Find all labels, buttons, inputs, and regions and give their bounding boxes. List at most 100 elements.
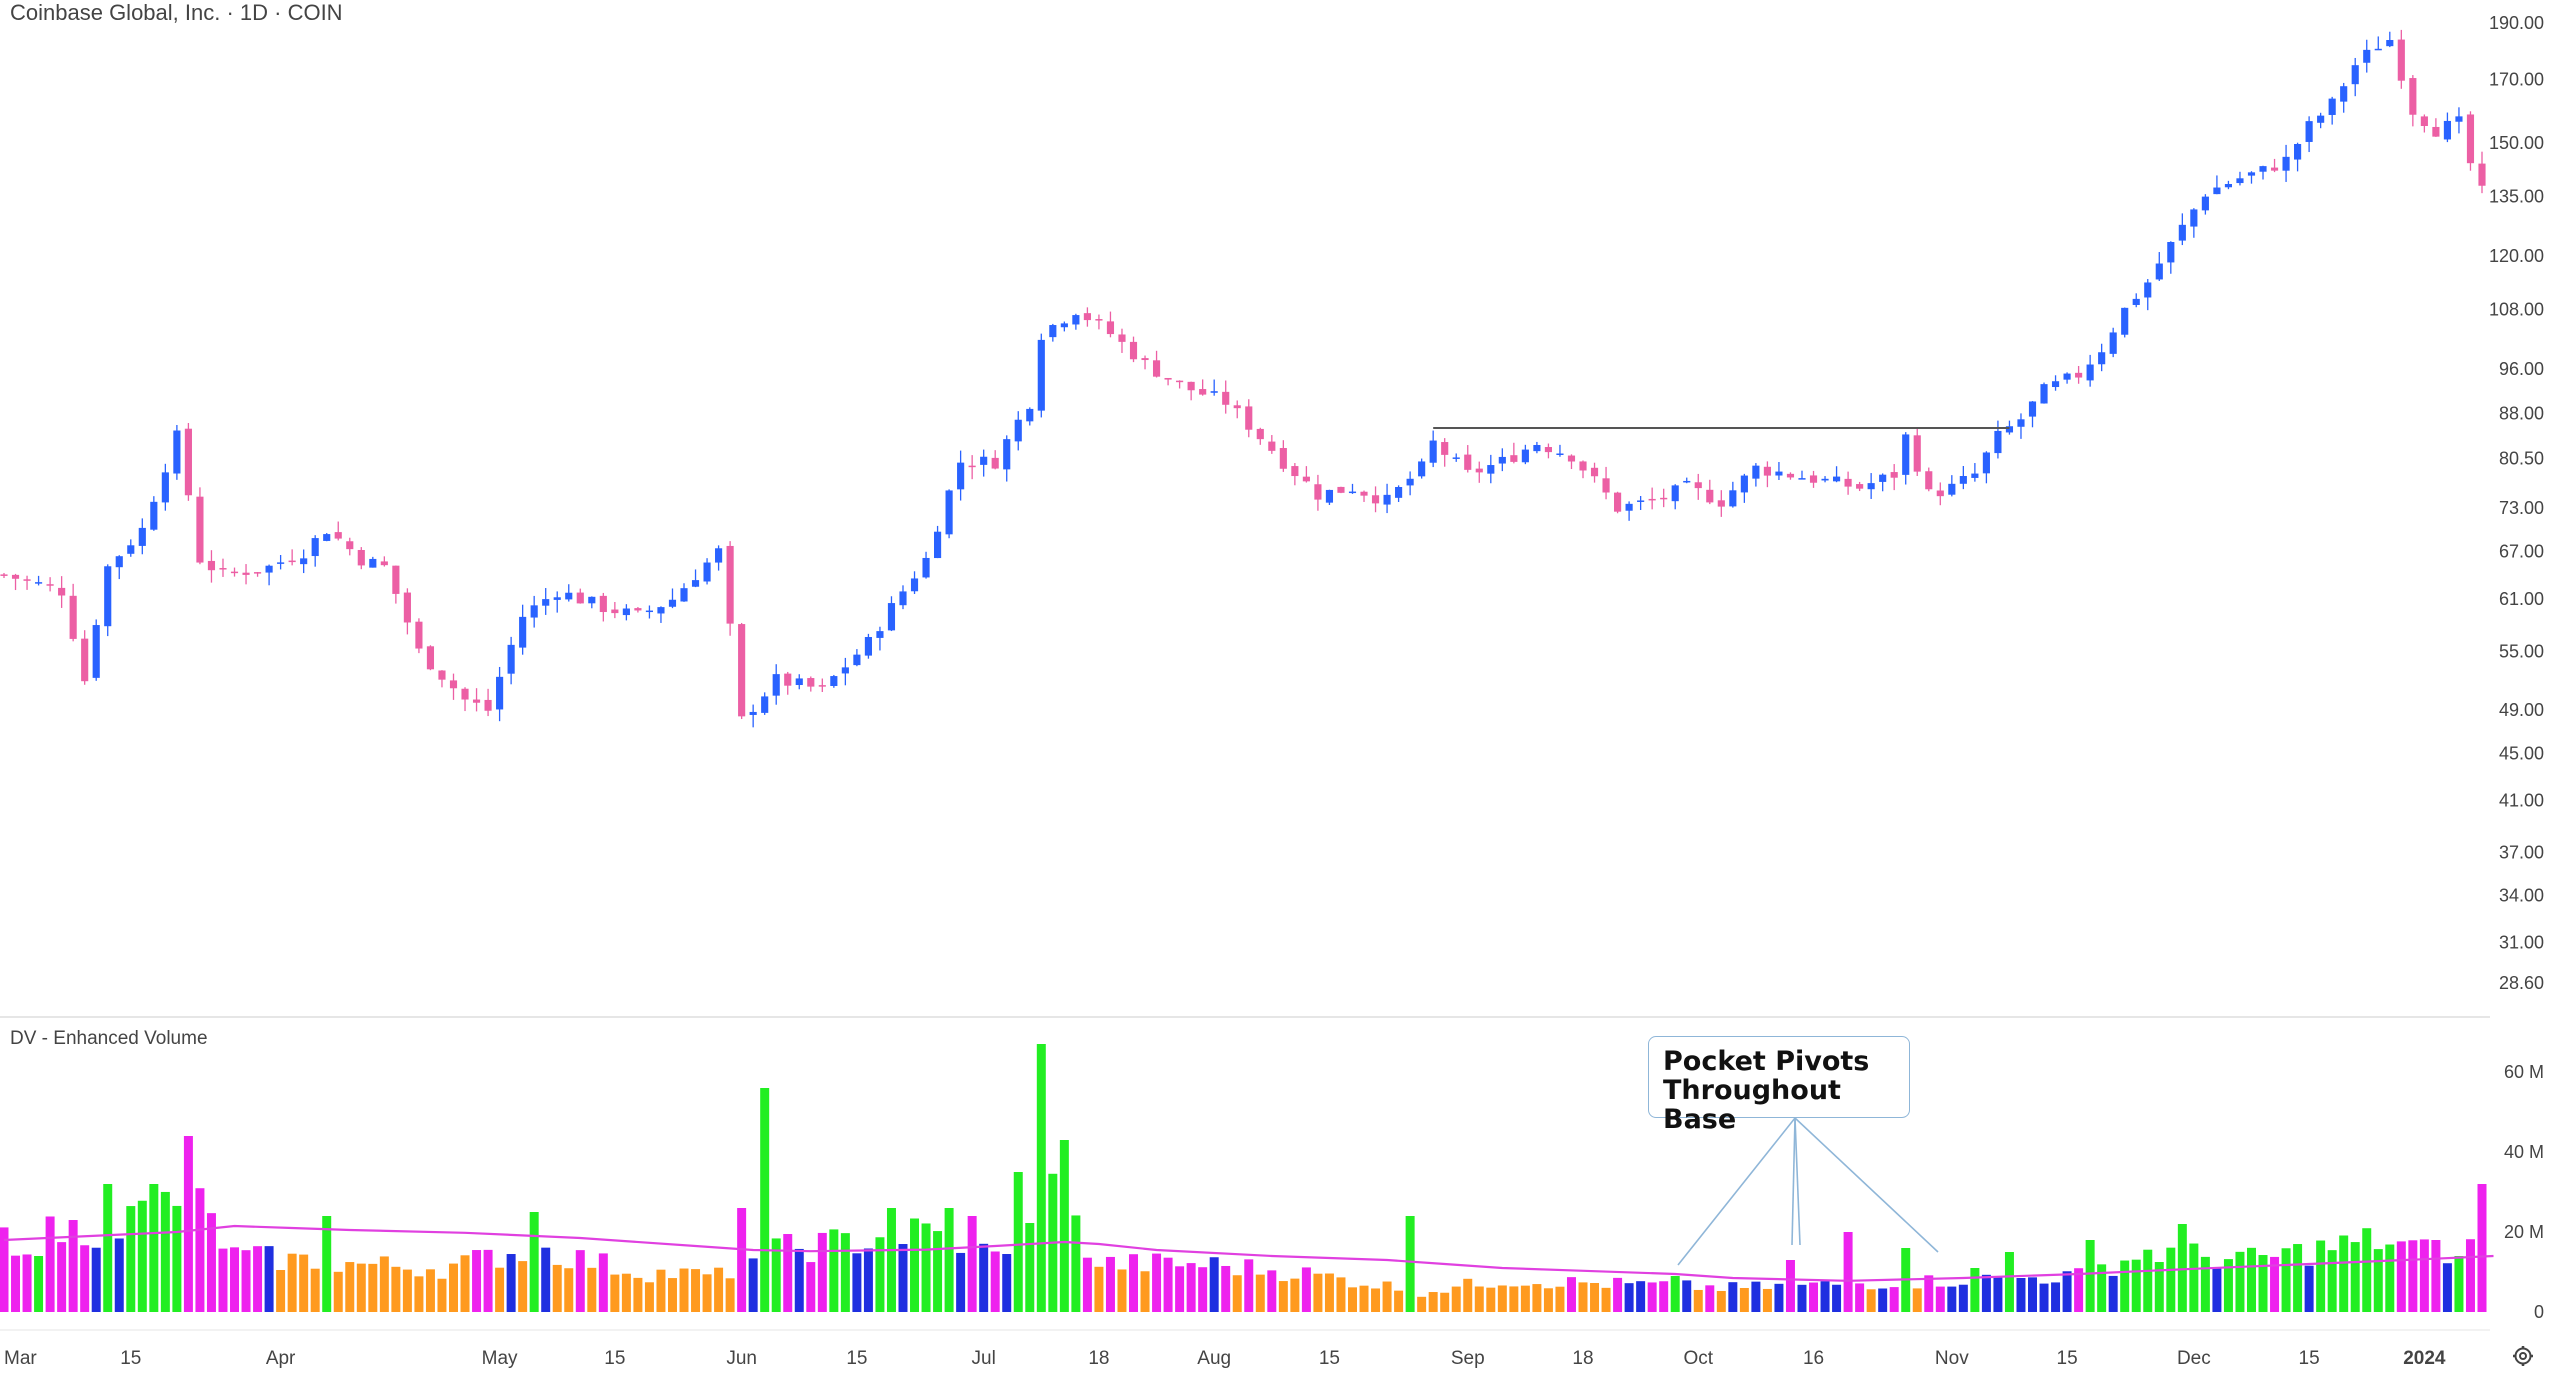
price-tick-label: 150.00: [2489, 133, 2544, 153]
candle: [1879, 473, 1887, 492]
volume-bar: [2189, 1243, 2199, 1312]
candle-body: [830, 676, 838, 687]
candle: [1948, 475, 1956, 497]
volume-bar: [2143, 1249, 2153, 1312]
candle-body: [2144, 282, 2152, 298]
price-tick-label: 28.60: [2499, 973, 2544, 993]
candle: [1625, 501, 1633, 521]
candle-body: [599, 595, 607, 613]
candle: [1982, 451, 1990, 484]
candle: [1475, 461, 1483, 483]
volume-bar: [287, 1253, 297, 1312]
candle: [265, 564, 273, 586]
candle: [1268, 435, 1276, 454]
time-tick-label: 15: [2299, 1348, 2320, 1369]
volume-bar: [1013, 1172, 1023, 1312]
candle: [588, 596, 596, 609]
volume-bar: [771, 1238, 781, 1312]
volume-bar: [783, 1234, 793, 1312]
volume-bar: [1751, 1281, 1761, 1312]
time-tick-label: 18: [1088, 1348, 1109, 1369]
candle-body: [1982, 452, 1990, 474]
candle-body: [46, 584, 54, 586]
candle-body: [2086, 364, 2094, 381]
candle: [323, 533, 331, 542]
volume-bar: [852, 1253, 862, 1312]
time-tick-label: 16: [1803, 1348, 1824, 1369]
price-tick-label: 55.00: [2499, 642, 2544, 662]
volume-bar: [518, 1261, 528, 1312]
candle: [2178, 213, 2186, 246]
volume-bar: [598, 1253, 608, 1312]
volume-bar: [1463, 1278, 1473, 1312]
volume-moving-average: [3, 1224, 2494, 1282]
volume-bar: [1371, 1288, 1381, 1312]
volume-bar: [68, 1220, 78, 1312]
candle-body: [1026, 408, 1034, 422]
gear-icon[interactable]: [2512, 1345, 2534, 1367]
candle: [1199, 379, 1207, 396]
volume-bar: [195, 1188, 205, 1312]
candle: [1429, 430, 1437, 468]
candle-body: [1233, 405, 1241, 409]
time-tick-label: Nov: [1935, 1348, 1969, 1369]
candle: [461, 687, 469, 712]
volume-bar: [1947, 1286, 1957, 1312]
candle: [2109, 327, 2117, 358]
volume-bar: [1624, 1283, 1634, 1312]
candle: [1567, 454, 1576, 470]
volume-bar: [1255, 1274, 1265, 1312]
volume-bar: [2293, 1244, 2303, 1312]
price-tick-label: 170.00: [2489, 70, 2544, 90]
candle: [1072, 313, 1080, 330]
candle: [841, 657, 849, 686]
volume-bar: [644, 1282, 654, 1312]
candle-body: [1176, 380, 1184, 383]
candle-body: [2363, 49, 2371, 63]
candle: [1441, 438, 1449, 467]
volume-bar: [656, 1269, 666, 1312]
volume-bar: [2097, 1264, 2107, 1312]
candle-body: [772, 674, 780, 696]
candle-body: [1775, 471, 1783, 476]
volume-bar: [1762, 1288, 1772, 1312]
volume-bar: [2304, 1265, 2314, 1312]
candle-body: [1187, 381, 1195, 391]
candle-body: [1763, 466, 1771, 476]
time-axis[interactable]: Mar 15 Apr May 15 Jun 15 Jul 18 Aug 15 Sep 18 Oct 16 No…: [4, 1348, 2446, 1369]
volume-bar: [1359, 1285, 1369, 1312]
time-tick-label: 15: [1319, 1348, 1340, 1369]
candle: [1717, 490, 1725, 517]
candle-body: [426, 646, 435, 670]
volume-bar: [1520, 1285, 1530, 1312]
volume-bar: [1129, 1254, 1139, 1312]
candle-body: [438, 670, 446, 680]
candle-body: [611, 609, 619, 614]
candle: [138, 518, 146, 555]
candle-body: [749, 711, 757, 715]
candle: [2466, 111, 2475, 171]
volume-bar: [1543, 1288, 1553, 1312]
price-axis[interactable]: 190.00 170.00 150.00 135.00 120.00 108.00 96.0…: [2489, 13, 2544, 993]
time-tick-label: Dec: [2177, 1348, 2211, 1369]
candle-body: [530, 605, 538, 618]
candle: [1487, 454, 1495, 484]
volume-bar: [990, 1251, 1000, 1312]
volume-bar: [1935, 1286, 1945, 1312]
candle: [1348, 483, 1357, 494]
candle-body: [2190, 209, 2198, 227]
candle-body: [1406, 478, 1414, 486]
volume-bar: [541, 1247, 551, 1312]
candle: [565, 584, 573, 602]
volume-bar: [149, 1184, 159, 1312]
callout-pointers: [1677, 1117, 1939, 1266]
candle: [242, 564, 250, 585]
candle-body: [357, 549, 365, 566]
volume-bar: [1739, 1287, 1749, 1312]
candle: [542, 588, 550, 615]
volume-bar: [506, 1254, 516, 1312]
volume-bar: [1613, 1277, 1623, 1312]
time-tick-label: 15: [120, 1348, 141, 1369]
